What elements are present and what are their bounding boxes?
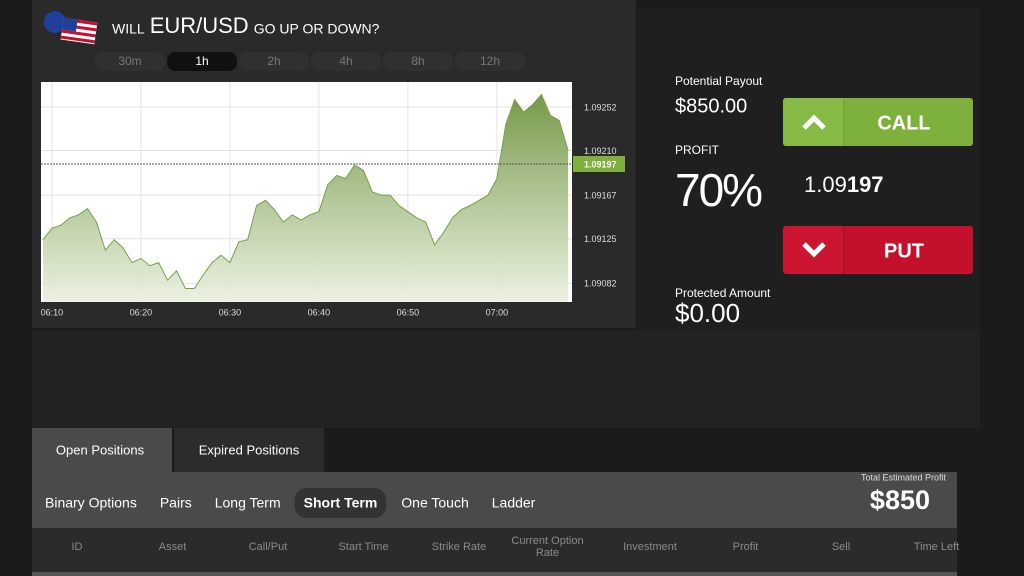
protected-value: $0.00 [675, 298, 740, 328]
column-header: Profit [733, 541, 759, 553]
column-header: Investment [623, 541, 677, 553]
timeframe-button[interactable] [95, 52, 165, 71]
column-header: Call/Put [249, 541, 288, 553]
timeframe-button[interactable] [311, 52, 381, 71]
y-tick-label: 1.09125 [584, 234, 617, 244]
subtab-active[interactable] [294, 488, 387, 518]
price-pips: 197 [847, 172, 884, 197]
protected-label: Protected Amount [675, 286, 771, 300]
subtab-label[interactable]: Long Term [215, 495, 281, 511]
total-value: $850 [870, 485, 930, 515]
current-price-tag [573, 155, 625, 172]
x-tick-label: 06:30 [219, 307, 242, 317]
payout-value: $850.00 [675, 95, 747, 117]
timeframe-bar: 30m 1h 2h 4h 8h 12h [95, 52, 525, 71]
question-suffix: GO UP OR DOWN? [254, 21, 380, 37]
timeframe-label[interactable]: 4h [339, 54, 352, 68]
call-label[interactable]: CALL [877, 112, 930, 134]
column-header: ID [72, 541, 83, 553]
subtab-label[interactable]: Binary Options [45, 495, 137, 511]
column-header: Current Option Rate [511, 535, 583, 559]
current-price-label: 1.09197 [584, 159, 617, 169]
tab-label[interactable]: Expired Positions [199, 442, 300, 457]
timeframe-label[interactable]: 1h [195, 54, 208, 68]
subtab-label[interactable]: Pairs [160, 495, 192, 511]
column-header: Strike Rate [432, 541, 486, 553]
question-prefix: WILL [112, 21, 145, 37]
asset-pair: EUR/USD [150, 13, 249, 38]
price-line [42, 93, 569, 289]
y-tick-label: 1.09252 [584, 102, 617, 112]
table-row [32, 572, 957, 576]
timeframe-button[interactable] [383, 52, 453, 71]
y-tick-label: 1.09082 [584, 279, 617, 289]
put-button[interactable]: PUT [783, 226, 973, 274]
current-price: 1.09197 [804, 172, 884, 197]
subtabs: Binary Options Pairs Long Term Short Term On… [45, 488, 536, 518]
y-tick-label: 1.09167 [584, 190, 617, 200]
total-label: Total Estimated Profit [861, 472, 947, 482]
call-button[interactable]: CALL [783, 98, 973, 146]
x-tick-label: 06:50 [397, 307, 420, 317]
subtab-bar [32, 472, 957, 528]
price-main: 1.09 [804, 172, 847, 197]
y-tick-label: 1.09210 [584, 146, 617, 156]
price-area [43, 94, 569, 302]
x-tick-label: 07:00 [486, 307, 509, 317]
column-header: Start Time [338, 541, 388, 553]
flag-icon [44, 11, 98, 45]
payout-label: Potential Payout [675, 74, 763, 88]
timeframe-label[interactable]: 8h [411, 54, 424, 68]
tab[interactable] [174, 428, 324, 472]
column-header: Sell [832, 541, 850, 553]
timeframe-label[interactable]: 30m [118, 54, 141, 68]
table-columns: ID Asset Call/Put Start Time Strike Rate Curr… [72, 535, 960, 559]
subtab-label[interactable]: Short Term [304, 495, 378, 511]
x-tick-label: 06:20 [130, 307, 153, 317]
subtab-label[interactable]: One Touch [401, 495, 468, 511]
put-label[interactable]: PUT [884, 240, 924, 262]
column-header: Asset [159, 541, 187, 553]
timeframe-button[interactable] [239, 52, 309, 71]
price-chart: 1.09082 1.09125 1.09167 1.09210 1.09252 06:10… [41, 82, 625, 317]
tab-label[interactable]: Open Positions [56, 442, 145, 457]
column-header: Time Left [914, 541, 959, 553]
profit-label: PROFIT [675, 143, 720, 157]
spacer [32, 330, 980, 428]
position-tabs: Open Positions Expired Positions [32, 428, 324, 472]
subtab-label[interactable]: Ladder [492, 495, 536, 511]
timeframe-label[interactable]: 12h [480, 54, 500, 68]
timeframe-button[interactable] [455, 52, 525, 71]
table-header [32, 528, 957, 572]
x-tick-label: 06:10 [41, 307, 64, 317]
timeframe-label[interactable]: 2h [267, 54, 280, 68]
timeframe-button[interactable] [167, 52, 237, 71]
profit-percent: 70% [675, 164, 762, 216]
x-tick-label: 06:40 [308, 307, 331, 317]
tab[interactable] [32, 428, 172, 472]
